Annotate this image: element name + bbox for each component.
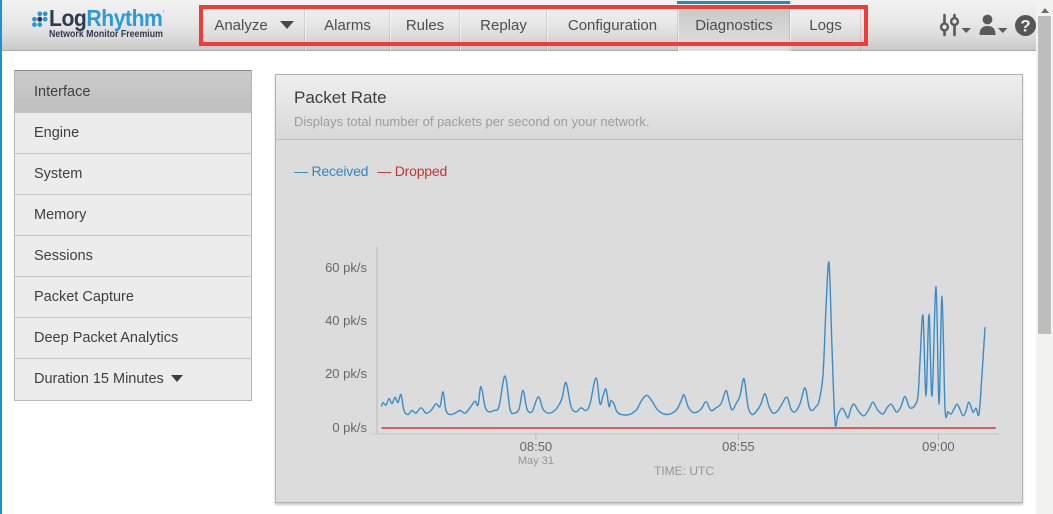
svg-text:TIME: UTC: TIME: UTC	[654, 464, 714, 478]
svg-text:09:00: 09:00	[922, 439, 955, 454]
svg-text:?: ?	[1020, 17, 1030, 36]
svg-text:May 31: May 31	[518, 455, 554, 467]
svg-text:60 pk/s: 60 pk/s	[325, 260, 367, 275]
svg-text:40 pk/s: 40 pk/s	[325, 313, 367, 328]
svg-text:08:55: 08:55	[722, 439, 755, 454]
svg-text:08:50: 08:50	[520, 439, 553, 454]
svg-text:20 pk/s: 20 pk/s	[325, 366, 367, 381]
svg-text:0 pk/s: 0 pk/s	[332, 420, 367, 435]
